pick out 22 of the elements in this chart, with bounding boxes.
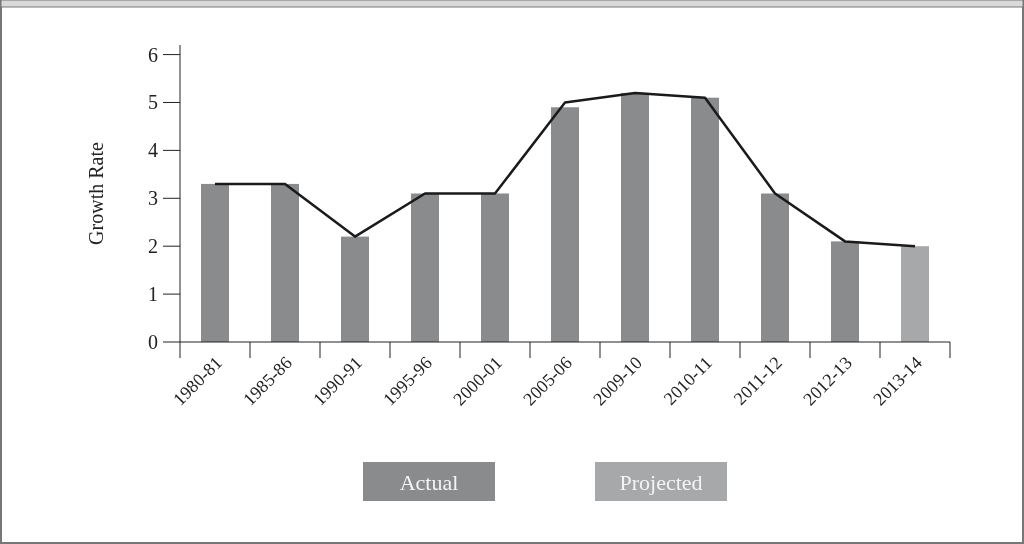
y-tick-label: 6 <box>148 43 158 66</box>
bar <box>341 236 369 342</box>
bar <box>831 241 859 342</box>
line-series <box>213 91 917 248</box>
y-axis-title: Growth Rate <box>85 142 107 245</box>
bar <box>201 183 229 342</box>
bar <box>901 246 929 342</box>
bar <box>271 183 299 342</box>
y-tick-label: 4 <box>148 139 158 162</box>
y-tick-label: 1 <box>148 283 158 306</box>
y-tick-label: 5 <box>148 91 158 114</box>
bar <box>691 97 719 342</box>
bar <box>761 193 789 342</box>
bar <box>481 193 509 342</box>
text: Projected <box>619 469 703 495</box>
y-tick-label: 3 <box>148 187 158 210</box>
bar <box>551 107 579 342</box>
y-tick-label: 2 <box>148 235 158 258</box>
y-tick-label: 0 <box>148 331 158 353</box>
text: Actual <box>399 469 459 495</box>
bar <box>621 92 649 342</box>
bar <box>411 193 439 342</box>
